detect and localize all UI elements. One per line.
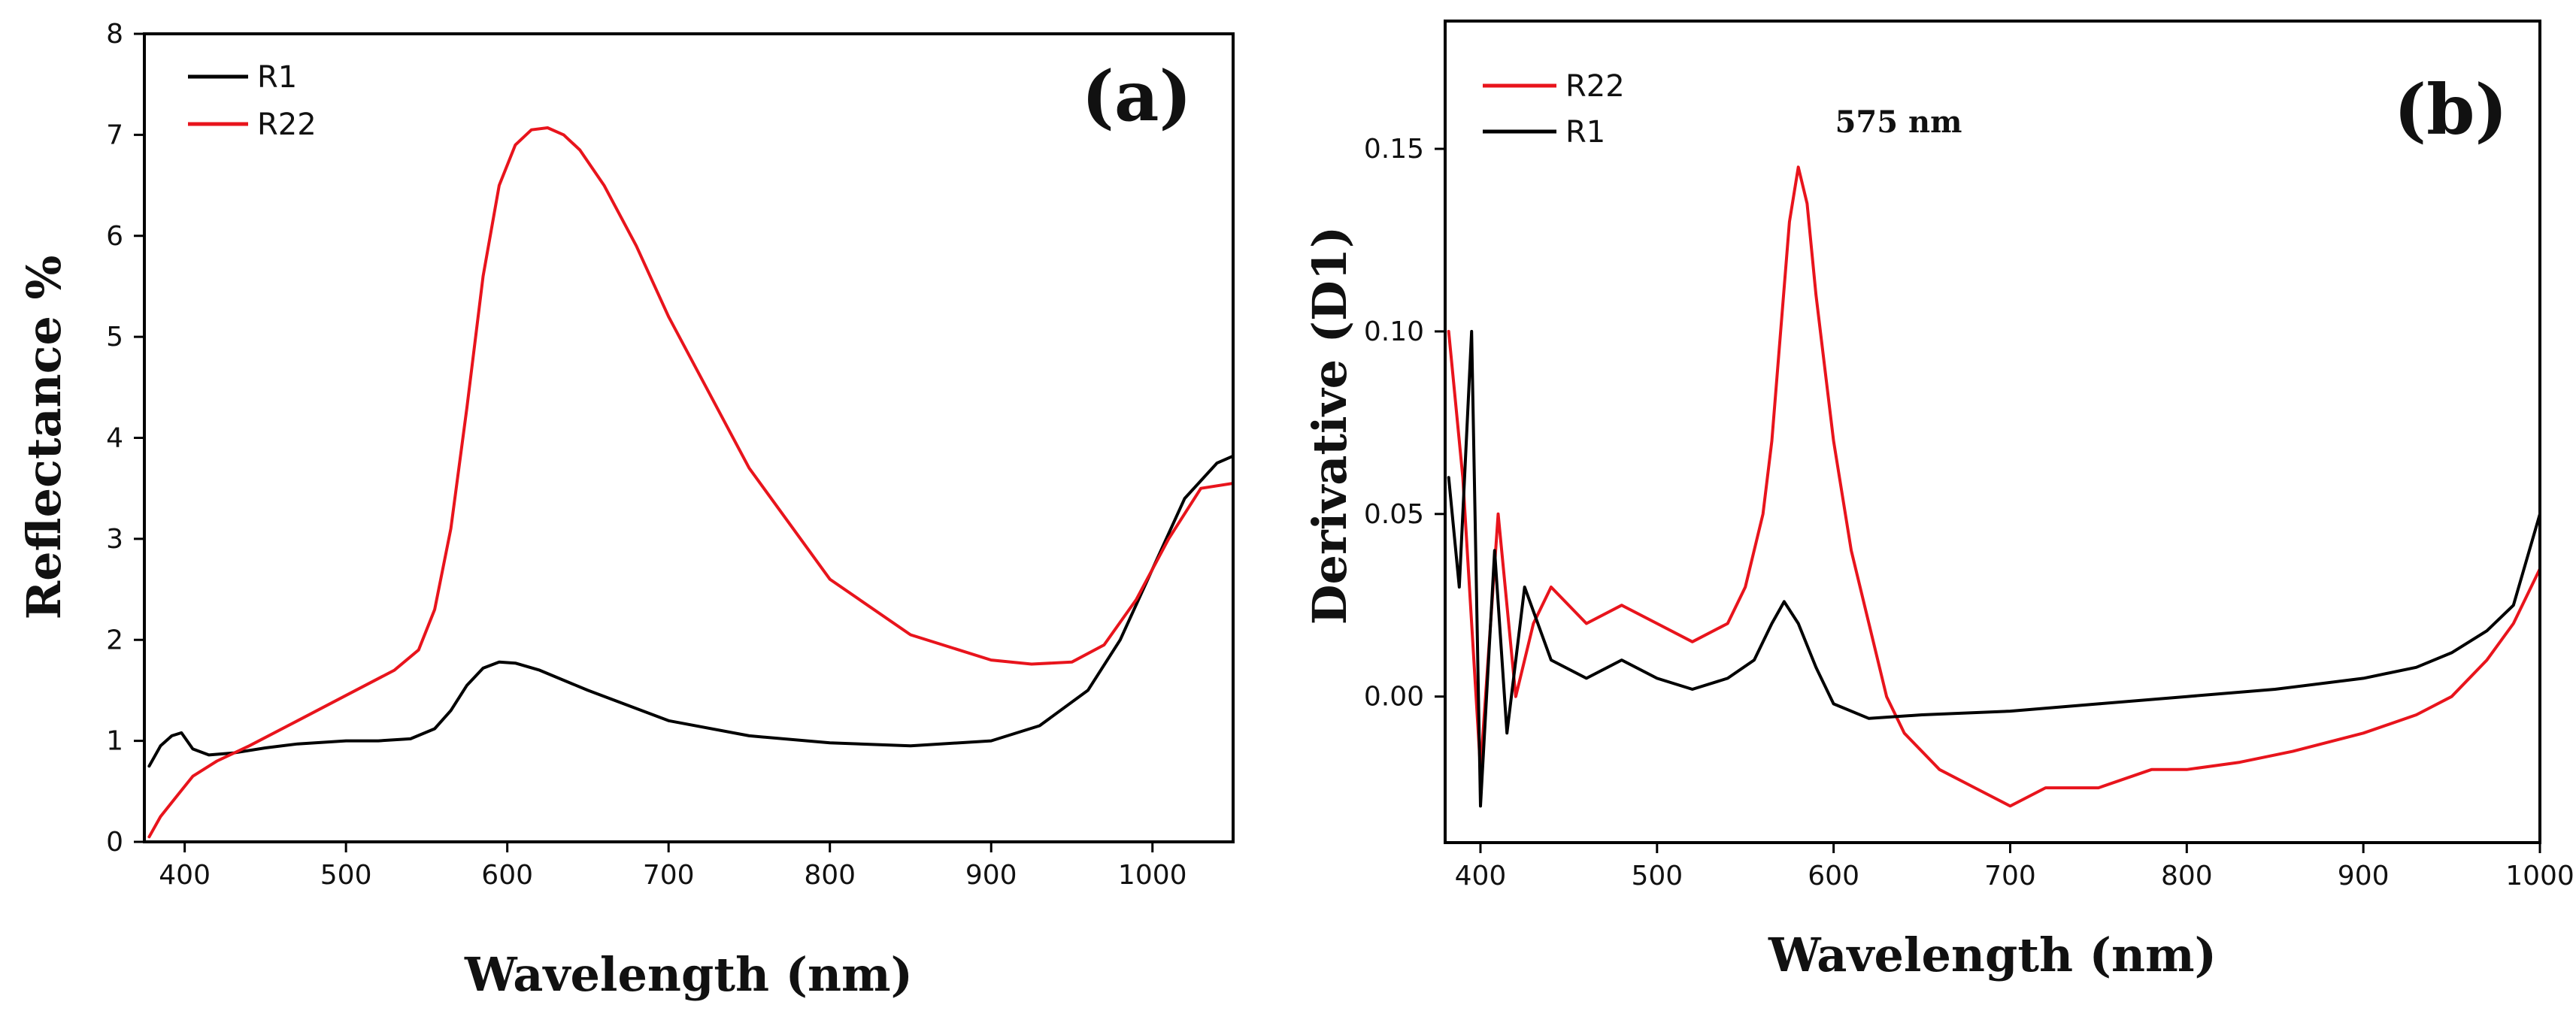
chart-b-legend-label-r1: R1 xyxy=(1565,115,1605,150)
chart-b-series-group xyxy=(1447,165,2540,808)
chart-b-legend-label-r22: R22 xyxy=(1565,69,1625,104)
chart-b-frame xyxy=(1444,20,2541,844)
chart-a-legend-label-r22: R22 xyxy=(257,107,317,142)
chart-a-ytick-label: 7 xyxy=(106,120,123,150)
chart-b-xtick-label: 1000 xyxy=(2505,861,2574,891)
chart-a-legend-label-r1: R1 xyxy=(257,60,297,95)
chart-a-series-group xyxy=(147,126,1233,839)
chart-a-xtick-label: 500 xyxy=(320,860,372,891)
chart-a-ytick-label: 6 xyxy=(106,221,123,252)
chart-a-ytick-label: 4 xyxy=(106,423,123,454)
chart-a-yticks: 0 1 2 3 4 5 6 7 8 xyxy=(106,19,144,858)
chart-b-legend: R22 R1 xyxy=(1483,69,1625,150)
chart-a-xticks: 400 500 600 700 800 900 1000 xyxy=(159,842,1187,891)
chart-b-plot-area xyxy=(1444,20,2541,844)
chart-b-ytick-label: 0.05 xyxy=(1364,499,1424,530)
chart-b-xtick-label: 600 xyxy=(1808,861,1859,891)
chart-a-xlabel: Wavelength (nm) xyxy=(464,947,913,1002)
chart-b-ytick-label: 0.00 xyxy=(1364,682,1424,713)
chart-a: 400 500 600 700 800 900 1000 0 1 2 3 4 5 6 7 8 Wavelen… xyxy=(17,19,1235,1002)
chart-b-ytick-label: 0.15 xyxy=(1364,134,1424,165)
chart-b-peak-annotation: 575 nm xyxy=(1835,104,1962,140)
chart-b-yticks: 0.00 0.05 0.10 0.15 xyxy=(1364,134,1445,713)
chart-a-xtick-label: 800 xyxy=(804,860,856,891)
chart-b-panel-label: (b) xyxy=(2394,69,2508,150)
chart-a-series-r22-line xyxy=(147,126,1233,839)
chart-b-xtick-label: 800 xyxy=(2161,861,2213,891)
chart-b-xlabel: Wavelength (nm) xyxy=(1768,928,2217,982)
chart-a-xtick-label: 400 xyxy=(159,860,211,891)
chart-b-series-r1-line xyxy=(1447,329,2540,808)
chart-a-ytick-label: 0 xyxy=(106,827,123,858)
chart-a-ytick-label: 1 xyxy=(106,726,123,757)
chart-b: 400 500 600 700 800 900 1000 0.000.050.100.15 … xyxy=(1302,20,2574,982)
chart-a-xtick-label: 600 xyxy=(481,860,533,891)
chart-a-ytick-label: 3 xyxy=(106,524,123,555)
chart-b-xtick-label: 700 xyxy=(1984,861,2036,891)
chart-a-legend: R1 R22 xyxy=(188,60,317,142)
chart-a-xtick-label: 700 xyxy=(643,860,695,891)
chart-a-ytick-label: 2 xyxy=(106,625,123,655)
chart-a-panel-label: (a) xyxy=(1081,56,1192,137)
chart-b-xtick-label: 500 xyxy=(1631,861,1683,891)
chart-b-xtick-label: 900 xyxy=(2338,861,2390,891)
chart-b-ylabel: Derivative (D1) xyxy=(1302,226,1357,625)
chart-b-series-r22-line xyxy=(1447,165,2540,808)
chart-a-ytick-label: 8 xyxy=(106,19,123,50)
chart-a-ytick-label: 5 xyxy=(106,322,123,353)
chart-b-xtick-label: 400 xyxy=(1455,861,1507,891)
chart-a-ylabel: Reflectance % xyxy=(17,256,71,620)
chart-a-xtick-label: 900 xyxy=(965,860,1017,891)
chart-a-series-r1-line xyxy=(147,454,1233,768)
chart-b-ytick-label: 0.10 xyxy=(1364,316,1424,347)
chart-b-xticks: 400 500 600 700 800 900 1000 xyxy=(1455,843,2574,891)
chart-a-xtick-label: 1000 xyxy=(1118,860,1187,891)
